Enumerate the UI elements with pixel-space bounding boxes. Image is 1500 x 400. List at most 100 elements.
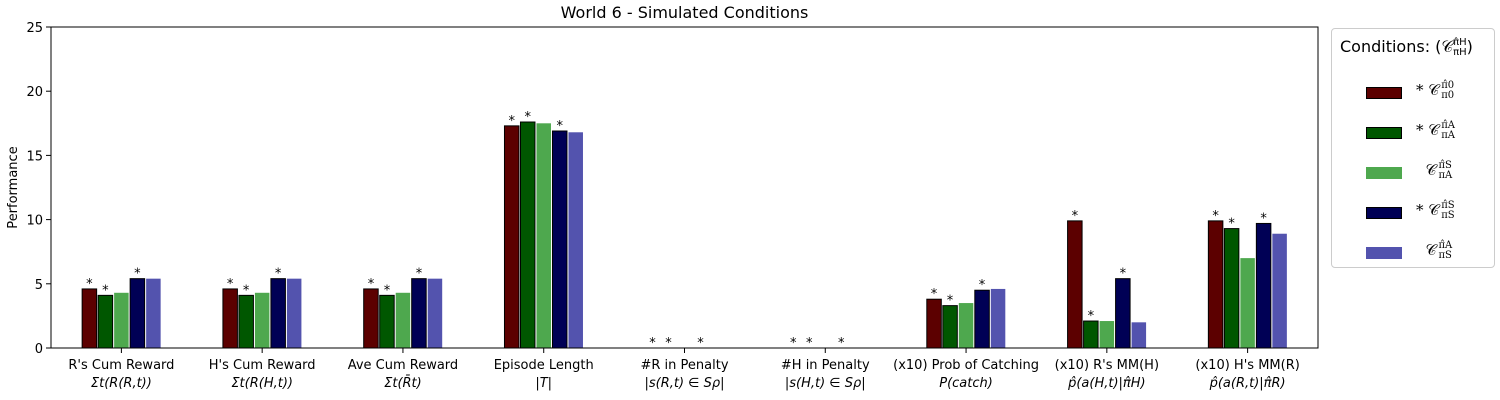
significance-star: * [1212,209,1219,224]
significance-star: * [1228,217,1235,232]
bar [942,305,958,349]
significance-star: * [384,283,391,298]
bar [958,303,974,348]
y-axis-label: Performance [6,146,21,228]
bar [222,288,238,349]
x-tick-sublabel: Σt(R̄t) [384,376,422,391]
bar [411,278,427,349]
bar [1099,321,1115,348]
x-tick-sublabel: P(catch) [939,376,993,391]
bar [503,125,520,349]
x-tick-sublabel: |s(R,t) ∈ Sρ| [644,376,724,391]
significance-star: * [134,267,141,282]
significance-star: * [979,278,986,293]
bar [1255,222,1272,349]
x-tick-sublabel: Σt(R(R,t)) [91,376,152,391]
bar [395,292,411,348]
legend-title-math: 𝒞 [1441,37,1454,56]
significance-star: * [649,336,656,351]
legend-swatch [1366,87,1402,99]
bar [146,278,161,348]
bar [81,288,98,349]
legend-swatch [1366,207,1402,219]
bar [519,121,536,349]
bar [114,292,129,348]
legend-swatch [1366,167,1402,179]
significance-star: * [1088,309,1095,324]
significance-star: * [1072,209,1079,224]
x-tick-label: (x10) H's MM(R) [1195,358,1299,373]
significance-star: * [524,110,531,125]
y-tick-label: 25 [26,21,43,36]
significance-star: * [102,283,109,298]
bar [1083,320,1099,349]
plot-frame [50,26,1319,349]
y-tick-label: 5 [35,278,43,293]
bar [926,298,942,349]
legend-title-text: Conditions: [1340,37,1436,56]
x-tick-label: Episode Length [494,358,594,373]
legend-swatch [1366,127,1402,139]
y-tick-label: 0 [35,342,43,357]
bar [1131,322,1147,348]
chart-title: World 6 - Simulated Conditions [561,3,809,22]
bar [568,132,583,348]
y-tick-label: 15 [26,149,43,164]
bar [363,288,379,349]
bar [1115,278,1131,349]
significance-star: * [508,114,515,129]
x-tick-label: H's Cum Reward [209,358,316,373]
x-tick-label: #H in Penalty [781,358,870,373]
significance-star: * [790,336,797,351]
significance-star: * [697,336,704,351]
legend-title: Conditions: (𝒞 π̂H πH) [1340,36,1473,58]
bar [129,278,146,349]
legend-title-sup: π̂H [1453,36,1467,48]
y-tick-label: 20 [26,85,43,100]
bar [286,278,302,348]
bar [1207,220,1224,349]
significance-star: * [275,267,282,282]
significance-star: * [1260,211,1267,226]
bar [536,123,551,348]
x-tick-label: #R in Penalty [640,358,728,373]
x-tick-sublabel: p̂(a(H,t)|π̂H) [1067,376,1146,391]
x-tick-label: (x10) R's MM(H) [1055,358,1159,373]
legend-swatch [1366,247,1402,259]
significance-star: * [1120,267,1127,282]
x-tick-sublabel: |T| [535,376,552,391]
bar [1240,258,1255,348]
bar [551,130,568,349]
bar [1067,220,1083,349]
legend-title-sub: πH [1453,46,1467,58]
significance-star: * [838,336,845,351]
bar [974,289,990,349]
bar [1272,233,1287,348]
significance-star: * [243,283,250,298]
bar [379,294,395,349]
bar [990,288,1006,348]
x-tick-sublabel: Σt(R(H,t)) [231,376,293,391]
bar [270,278,286,349]
significance-star: * [86,277,93,292]
significance-star: * [806,336,813,351]
x-tick-label: Ave Cum Reward [348,358,458,373]
bar [427,278,443,348]
x-tick-label: (x10) Prob of Catching [893,358,1039,373]
significance-star: * [931,287,938,302]
y-tick-label: 10 [26,214,43,229]
significance-star: * [416,267,423,282]
x-tick-label: R's Cum Reward [68,358,174,373]
significance-star: * [227,277,234,292]
significance-star: * [947,294,954,309]
significance-star: * [368,277,375,292]
x-tick-sublabel: |s(H,t) ∈ Sρ| [785,376,866,391]
bar [1223,228,1240,349]
